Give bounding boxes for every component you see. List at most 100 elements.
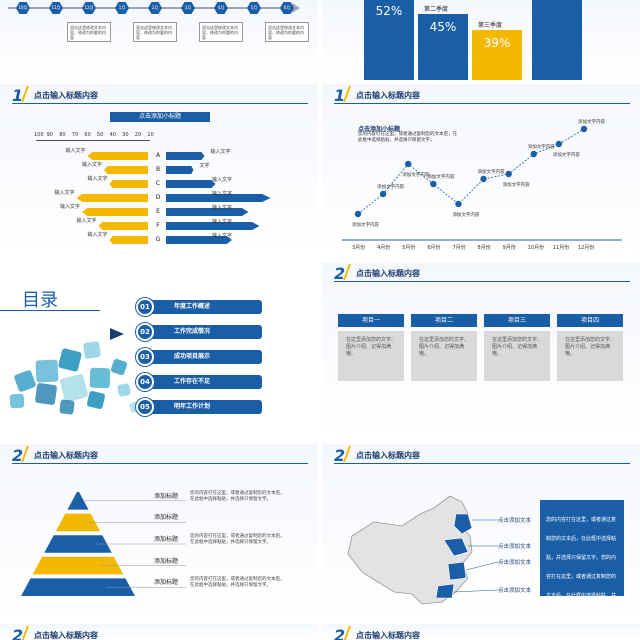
quarter-bar-label: 第二季度 bbox=[424, 6, 449, 13]
slide-pyramid[interactable]: 2 点击输入标题内容 添加标题 您的内容打在这里，或者通过复制您的文本后，在此框中… bbox=[0, 444, 318, 620]
slide-line-chart[interactable]: 1 点击输入标题内容 点击添加小标题 您的内容打在这里，或者通过复制您的文本后，… bbox=[322, 84, 640, 258]
slide-timeline[interactable]: 10月 11月 双击这里修改文本内容，修改为你要的内容 12月 1月 双击这里修改文本内容… bbox=[0, 0, 318, 80]
header-rule bbox=[12, 463, 308, 464]
left-bar bbox=[82, 208, 148, 216]
timeline-box-text: 双击这里修改文本内容，修改为你要的内容 bbox=[70, 25, 106, 40]
right-bar-text: 输入文字 bbox=[212, 219, 233, 225]
slide-header: 2 点击输入标题内容 bbox=[322, 444, 640, 466]
slide-horizontal-bars[interactable]: 1 点击输入标题内容 点击添加小标题 100 90 80 70 60 50 40 30 20 10… bbox=[0, 84, 318, 258]
project-card[interactable]: 项目一 在这里添加您的文字、图片介绍、记得加满哦。 bbox=[338, 314, 404, 381]
toc-item-label: 工作完成情况 bbox=[174, 328, 211, 335]
scale-tick-label: 50 bbox=[97, 132, 104, 138]
point-label: 添加文字内容 bbox=[578, 118, 605, 125]
left-bar-text: 输入文字 bbox=[59, 204, 80, 210]
slide-header: 1 点击输入标题内容 bbox=[0, 84, 318, 106]
quarter-bar-value: 39% bbox=[483, 36, 511, 50]
left-bar bbox=[87, 152, 148, 160]
x-tick-label: 7月份 bbox=[452, 244, 465, 251]
category-label: D bbox=[155, 194, 161, 201]
toc-item-number: 02 bbox=[136, 323, 154, 341]
timeline-textbox: 双击这里修改文本内容，修改为你要的内容 bbox=[67, 22, 111, 42]
scale-axis bbox=[36, 140, 150, 141]
scale-tick-label: 70 bbox=[71, 132, 79, 138]
slide-bottom-right[interactable]: 2 点击输入标题内容 bbox=[322, 624, 640, 640]
quarter-bar: 45% bbox=[418, 14, 468, 80]
x-tick-label: 4月份 bbox=[377, 244, 390, 251]
decorative-tile bbox=[9, 393, 25, 409]
scale-tick-label: 90 bbox=[46, 132, 53, 138]
slide-number: 1 bbox=[12, 86, 24, 105]
x-tick-label: 10月份 bbox=[528, 244, 544, 251]
toc-item[interactable]: 工作存在不足 bbox=[146, 375, 262, 389]
right-bar-text: 文字 bbox=[199, 163, 210, 169]
slide-header: 2 点击输入标题内容 bbox=[0, 624, 318, 640]
slide-title: 点击输入标题内容 bbox=[356, 451, 420, 460]
map-description-box: 您的内容打在这里，或者通过复制您的文本后，在此框中选择粘贴，并选择只保留文字。您… bbox=[540, 500, 624, 618]
project-card[interactable]: 项目二 在这里添加您的文字、图片介绍、记得加满哦。 bbox=[411, 314, 477, 381]
pyramid-label: 添加标题 bbox=[154, 492, 179, 500]
timeline-node: 1月 bbox=[115, 2, 129, 14]
slide-number: 2 bbox=[334, 446, 346, 465]
slide-header: 2 点击输入标题内容 bbox=[322, 262, 640, 284]
left-bar-text: 输入文字 bbox=[87, 176, 108, 182]
slide-quarter-bars[interactable]: 52% 45% 第二季度 39% 第三季度 bbox=[322, 0, 640, 80]
timeline-node: 2月 bbox=[148, 2, 162, 14]
toc-pointer-icon bbox=[110, 328, 124, 340]
right-bar bbox=[166, 236, 232, 244]
map-callout: 点击添加文本 bbox=[498, 544, 532, 550]
pyramid-diagram bbox=[21, 492, 186, 596]
left-bar bbox=[76, 194, 148, 202]
toc-item-label: 成功项目展示 bbox=[174, 353, 211, 360]
slide-table-of-contents[interactable]: 目录 年度工作概述 01 工作完成情况 02 成功项目展示 03 工作存在不足 04 明年工作计… bbox=[0, 262, 318, 440]
toc-item[interactable]: 成功项目展示 bbox=[146, 350, 262, 364]
data-point bbox=[480, 175, 487, 183]
slide-map[interactable]: 2 点击输入标题内容 点击添加文本 点击添加文本 点击添加文本 点击添加文本 您的内容… bbox=[322, 444, 640, 620]
chart-subtitle: 点击添加小标题 bbox=[358, 126, 401, 133]
data-point bbox=[455, 200, 462, 208]
project-card[interactable]: 项目三在这里添加您的文字、图片介绍、记得加满哦。 bbox=[484, 314, 550, 381]
project-card[interactable]: 项目四 在这里添加您的文字、图片介绍、记得加满哦。 bbox=[557, 314, 623, 381]
timeline-node: 4月 bbox=[214, 2, 228, 14]
toc-item-number: 01 bbox=[136, 298, 154, 316]
pyramid-description: 您的内容打在这里，或者通过复制您的文本后，在此框中选择粘贴，并选择只保留文字。 bbox=[190, 490, 285, 502]
x-tick-label: 11月份 bbox=[553, 244, 569, 251]
timeline-box-text: 双击这里修改文本内容，修改为你要的内容 bbox=[202, 25, 238, 40]
quarter-bar-value: 45% bbox=[429, 20, 457, 34]
pyramid-label: 添加标题 bbox=[154, 557, 179, 565]
timeline-textbox: 双击这里修改文本内容，修改为你要的内容 bbox=[265, 22, 309, 42]
timeline-node: 12月 bbox=[82, 2, 96, 14]
data-point bbox=[354, 210, 362, 218]
toc-item-label: 工作存在不足 bbox=[174, 378, 211, 385]
timeline-node: 6月 bbox=[280, 2, 294, 14]
toc-item-number: 04 bbox=[136, 373, 154, 391]
toc-item[interactable]: 年度工作概述 bbox=[146, 300, 262, 314]
project-card-title: 项目三 bbox=[484, 314, 550, 327]
timeline-node: 11月 bbox=[49, 2, 63, 14]
chart-description: 您的内容打在这里，或者通过复制您的文本后，在此框中选择粘贴，并选择只保留文字。 bbox=[358, 132, 457, 143]
decorative-tile bbox=[13, 369, 37, 393]
project-card-body: 在这里添加您的文字、图片介绍、记得加满哦。 bbox=[484, 331, 550, 381]
slide-project-cards[interactable]: 2 点击输入标题内容 项目一 在这里添加您的文字、图片介绍、记得加满哦。 项目二 在这… bbox=[322, 262, 640, 440]
timeline-arrow-icon bbox=[292, 3, 300, 13]
slide-title: 点击输入标题内容 bbox=[356, 631, 420, 640]
left-bar bbox=[109, 180, 148, 188]
right-bar-text: 输入文字 bbox=[210, 149, 231, 155]
left-bar bbox=[98, 222, 148, 230]
toc-item[interactable]: 明年工作计划 bbox=[146, 400, 262, 414]
left-bar-text: 输入文字 bbox=[76, 218, 97, 224]
point-label: 添加文字内容 bbox=[528, 143, 555, 150]
category-label: F bbox=[156, 222, 160, 229]
slide-title: 点击输入标题内容 bbox=[34, 451, 98, 460]
decorative-tile bbox=[82, 340, 102, 360]
toc-accent-line bbox=[0, 310, 100, 311]
pyramid-layer bbox=[55, 513, 101, 532]
header-rule bbox=[334, 281, 630, 282]
right-bar bbox=[166, 194, 271, 202]
pyramid-description: 您的内容打在这里，或者通过复制您的文本后，在此框中选择粘贴，并选择只保留文字。 bbox=[190, 534, 285, 545]
toc-item[interactable]: 工作完成情况 bbox=[146, 325, 262, 339]
slide-bottom-left[interactable]: 2 点击输入标题内容 bbox=[0, 624, 318, 640]
project-card-title: 项目一 bbox=[338, 314, 404, 327]
slide-header: 2 点击输入标题内容 bbox=[322, 624, 640, 640]
category-label: E bbox=[156, 208, 160, 215]
header-rule bbox=[12, 103, 308, 104]
